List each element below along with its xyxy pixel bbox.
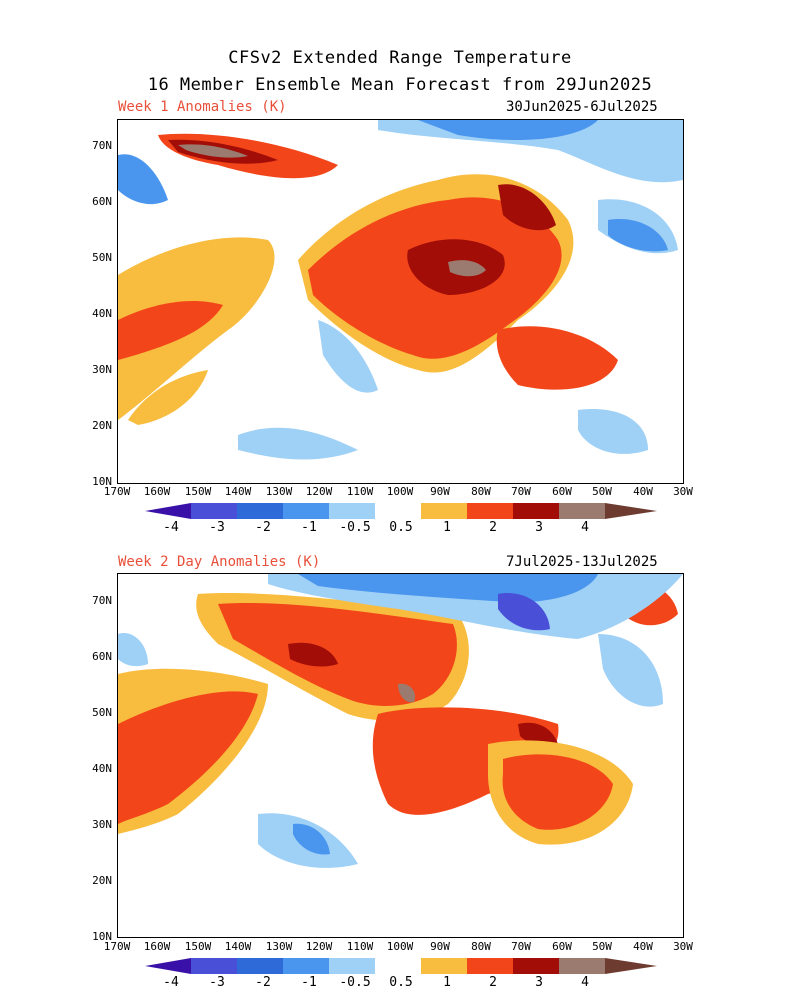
panel-2-dates: 7Jul2025-13Jul2025 — [506, 554, 658, 570]
p1-cb-label: 2 — [489, 520, 497, 535]
p2-lon-160w: 160W — [143, 940, 171, 953]
p2-lon-100w: 100W — [386, 940, 414, 953]
p2-lon-40w: 40W — [633, 940, 653, 953]
p2-lon-60w: 60W — [552, 940, 572, 953]
p1-lat-50n: 50N — [92, 251, 112, 264]
p1-cb-label: 1 — [443, 520, 451, 535]
p1-lon-100w: 100W — [386, 485, 414, 498]
p2-cb-label: 0.5 — [389, 975, 413, 990]
p1-lon-150w: 150W — [184, 485, 212, 498]
p2-lat-70n: 70N — [92, 594, 112, 607]
p2-lat-40n: 40N — [92, 762, 112, 775]
p2-lon-150w: 150W — [184, 940, 212, 953]
p1-lon-30w: 30W — [673, 485, 693, 498]
p2-cb-label: 3 — [535, 975, 543, 990]
p2-lat-30n: 30N — [92, 818, 112, 831]
p2-cb-label: -4 — [163, 975, 179, 990]
p2-colorbar — [145, 958, 657, 974]
panel-2-label: Week 2 Day Anomalies (K) — [118, 554, 321, 570]
p2-cb-label: 1 — [443, 975, 451, 990]
p1-cb-label: 0.5 — [389, 520, 413, 535]
p1-lon-60w: 60W — [552, 485, 572, 498]
p1-lon-80w: 80W — [471, 485, 491, 498]
p1-cb-label: 4 — [581, 520, 589, 535]
p2-cb-label: -1 — [301, 975, 317, 990]
p2-lat-50n: 50N — [92, 706, 112, 719]
p1-cb-label: -3 — [209, 520, 225, 535]
p2-cb-label: 4 — [581, 975, 589, 990]
p1-lat-30n: 30N — [92, 363, 112, 376]
p1-lon-40w: 40W — [633, 485, 653, 498]
p2-lat-60n: 60N — [92, 650, 112, 663]
panel-1-dates: 30Jun2025-6Jul2025 — [506, 99, 658, 115]
p2-cb-label: 2 — [489, 975, 497, 990]
p1-cb-label: -1 — [301, 520, 317, 535]
p1-cb-label: 3 — [535, 520, 543, 535]
p1-lat-70n: 70N — [92, 139, 112, 152]
p2-cb-label: -3 — [209, 975, 225, 990]
p1-lon-130w: 130W — [265, 485, 293, 498]
p1-cb-label: -4 — [163, 520, 179, 535]
title-line-1: CFSv2 Extended Range Temperature — [228, 48, 572, 68]
p2-lon-80w: 80W — [471, 940, 491, 953]
p1-cb-label: -0.5 — [339, 520, 371, 535]
p2-lon-170w: 170W — [103, 940, 131, 953]
p1-lon-170w: 170W — [103, 485, 131, 498]
p2-lon-50w: 50W — [592, 940, 612, 953]
panel-1-label: Week 1 Anomalies (K) — [118, 99, 287, 115]
p1-lat-40n: 40N — [92, 307, 112, 320]
p2-lat-10n: 10N — [92, 930, 112, 943]
p2-lon-30w: 30W — [673, 940, 693, 953]
p1-colorbar — [145, 503, 657, 519]
title-line-2: 16 Member Ensemble Mean Forecast from 29… — [147, 75, 653, 95]
p2-cb-label: -0.5 — [339, 975, 371, 990]
p2-lon-130w: 130W — [265, 940, 293, 953]
week2-anomaly-map — [117, 573, 684, 938]
week1-anomaly-map — [117, 119, 684, 484]
p1-lon-50w: 50W — [592, 485, 612, 498]
p2-lat-20n: 20N — [92, 874, 112, 887]
p1-lon-160w: 160W — [143, 485, 171, 498]
p1-lon-110w: 110W — [346, 485, 374, 498]
p2-cb-label: -2 — [255, 975, 271, 990]
p1-lon-70w: 70W — [511, 485, 531, 498]
p2-lon-70w: 70W — [511, 940, 531, 953]
p2-lon-90w: 90W — [430, 940, 450, 953]
p1-cb-label: -2 — [255, 520, 271, 535]
p1-lat-20n: 20N — [92, 419, 112, 432]
p1-lon-140w: 140W — [224, 485, 252, 498]
p2-lon-140w: 140W — [224, 940, 252, 953]
p2-lon-120w: 120W — [305, 940, 333, 953]
p1-lat-60n: 60N — [92, 195, 112, 208]
p2-lon-110w: 110W — [346, 940, 374, 953]
p1-lat-10n: 10N — [92, 475, 112, 488]
p1-lon-90w: 90W — [430, 485, 450, 498]
p1-lon-120w: 120W — [305, 485, 333, 498]
